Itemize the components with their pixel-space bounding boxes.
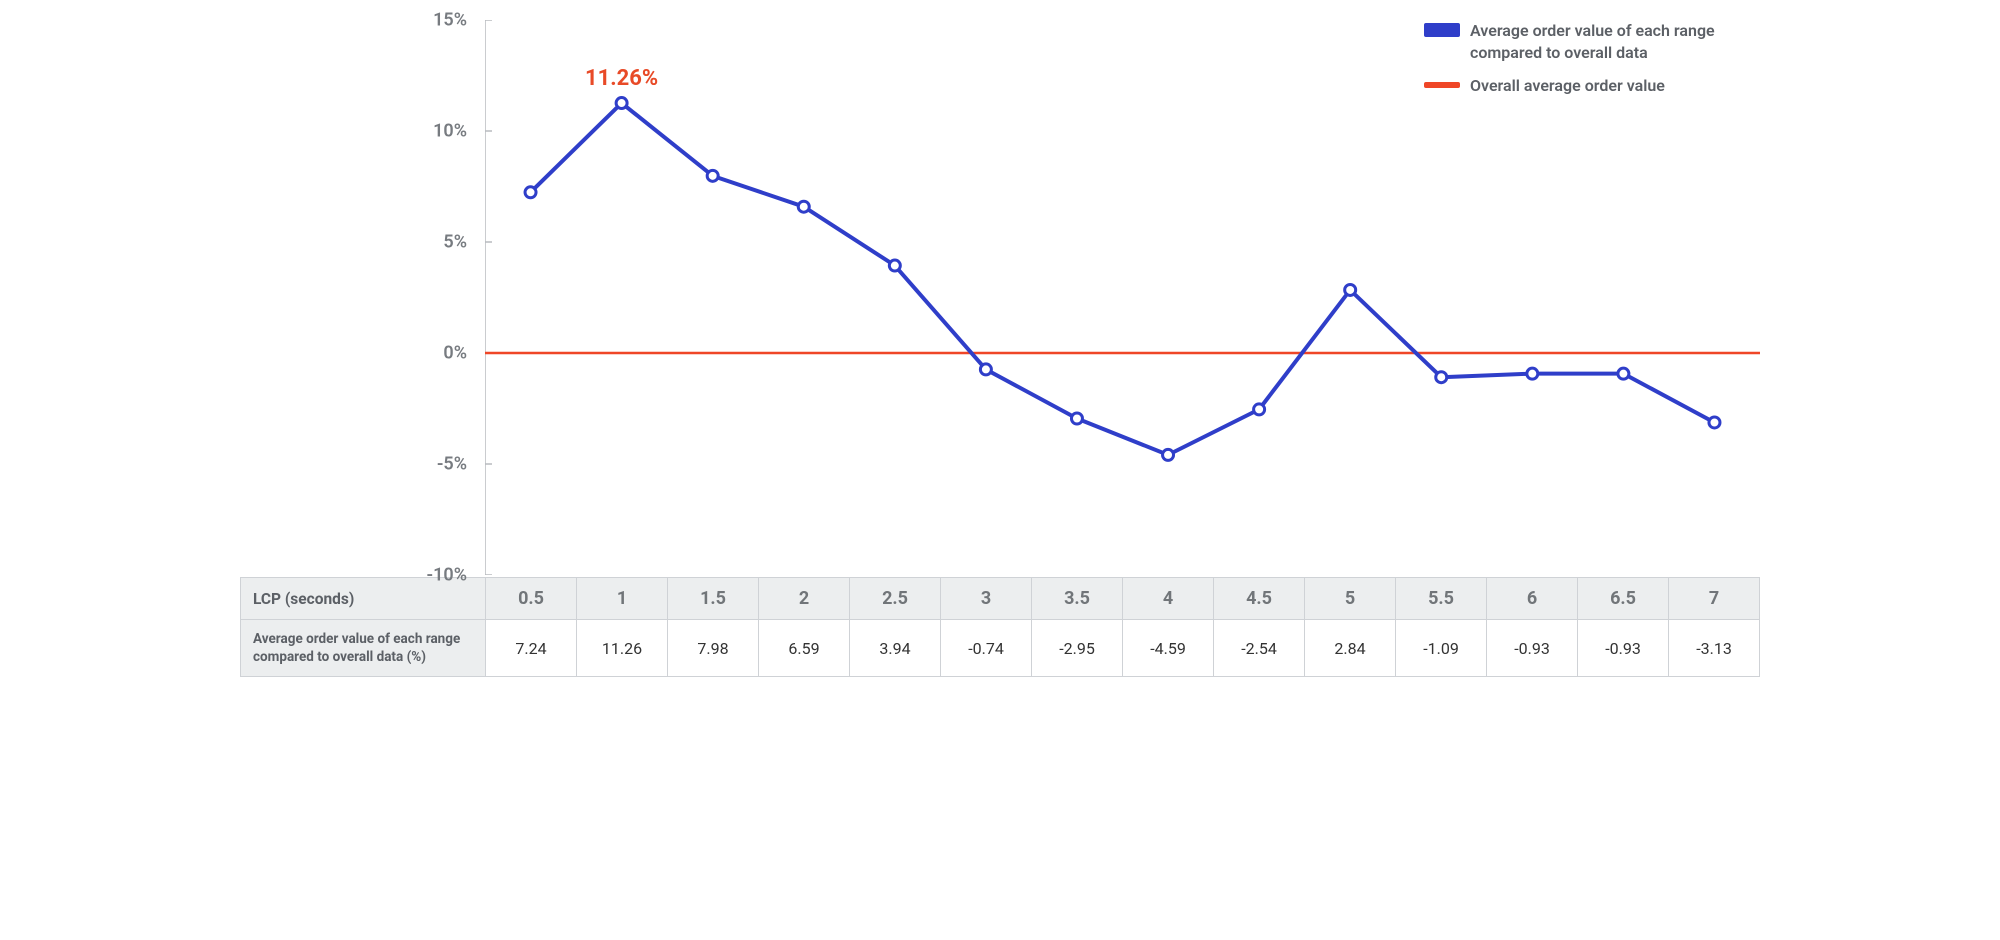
table-row: LCP (seconds)0.511.522.533.544.555.566.5… (241, 578, 1760, 620)
y-tick-label: 5% (443, 232, 467, 253)
series-marker (1436, 372, 1447, 383)
legend-label: Average order value of each range compar… (1470, 20, 1750, 63)
table-cell: -4.59 (1123, 620, 1214, 677)
series-marker (525, 187, 536, 198)
series-marker (1618, 368, 1629, 379)
table-header-cell: 2 (759, 578, 850, 620)
y-tick-label: 0% (443, 343, 467, 364)
table-header-cell: 6 (1487, 578, 1578, 620)
series-marker (707, 170, 718, 181)
table-cell: 2.84 (1305, 620, 1396, 677)
chart-container: -10%-5%0%5%10%15% Average order value of… (240, 20, 1760, 677)
peak-annotation: 11.26% (585, 66, 658, 91)
table-header-cell: 3.5 (1032, 578, 1123, 620)
series-marker (798, 201, 809, 212)
table-header-cell: 3 (941, 578, 1032, 620)
y-axis: -10%-5%0%5%10%15% (240, 20, 485, 575)
table-cell: 7.98 (668, 620, 759, 677)
series-marker (1527, 368, 1538, 379)
legend-item: Overall average order value (1424, 75, 1750, 97)
series-marker (1071, 413, 1082, 424)
legend-label: Overall average order value (1470, 75, 1665, 97)
series-marker (1709, 417, 1720, 428)
y-tick-label: 15% (433, 10, 467, 31)
series-marker (1254, 404, 1265, 415)
legend: Average order value of each range compar… (1424, 20, 1750, 109)
series-marker (980, 364, 991, 375)
table-cell: 7.24 (486, 620, 577, 677)
table-header-cell: 1 (577, 578, 668, 620)
y-tick-label: -10% (427, 565, 467, 586)
table-cell: -0.93 (1578, 620, 1669, 677)
data-table: LCP (seconds)0.511.522.533.544.555.566.5… (240, 577, 1760, 677)
legend-swatch (1424, 82, 1460, 88)
table-cell: -2.95 (1032, 620, 1123, 677)
legend-item: Average order value of each range compar… (1424, 20, 1750, 63)
table-header-cell: 2.5 (850, 578, 941, 620)
y-tick-label: 10% (433, 121, 467, 142)
table-rowheader: Average order value of each range compar… (241, 620, 486, 677)
table-cell: -3.13 (1669, 620, 1760, 677)
table-header-cell: 4 (1123, 578, 1214, 620)
table-cell: -0.74 (941, 620, 1032, 677)
table-row: Average order value of each range compar… (241, 620, 1760, 677)
table-header-cell: 4.5 (1214, 578, 1305, 620)
table-header-cell: 1.5 (668, 578, 759, 620)
table-header-cell: 5 (1305, 578, 1396, 620)
table-header-cell: 0.5 (486, 578, 577, 620)
table-cell: -1.09 (1396, 620, 1487, 677)
table-header-cell: 5.5 (1396, 578, 1487, 620)
plot-area: Average order value of each range compar… (485, 20, 1760, 575)
series-line-aov (531, 103, 1715, 455)
y-tick-label: -5% (437, 454, 467, 475)
series-marker (1163, 449, 1174, 460)
table-header-cell: 7 (1669, 578, 1760, 620)
table-cell: 11.26 (577, 620, 668, 677)
chart-top: -10%-5%0%5%10%15% Average order value of… (240, 20, 1760, 575)
table-header-cell: 6.5 (1578, 578, 1669, 620)
table-cell: -2.54 (1214, 620, 1305, 677)
series-marker (616, 98, 627, 109)
series-marker (1345, 284, 1356, 295)
table-cell: 3.94 (850, 620, 941, 677)
table-cell: 6.59 (759, 620, 850, 677)
table-cell: -0.93 (1487, 620, 1578, 677)
series-marker (889, 260, 900, 271)
legend-swatch (1424, 23, 1460, 37)
